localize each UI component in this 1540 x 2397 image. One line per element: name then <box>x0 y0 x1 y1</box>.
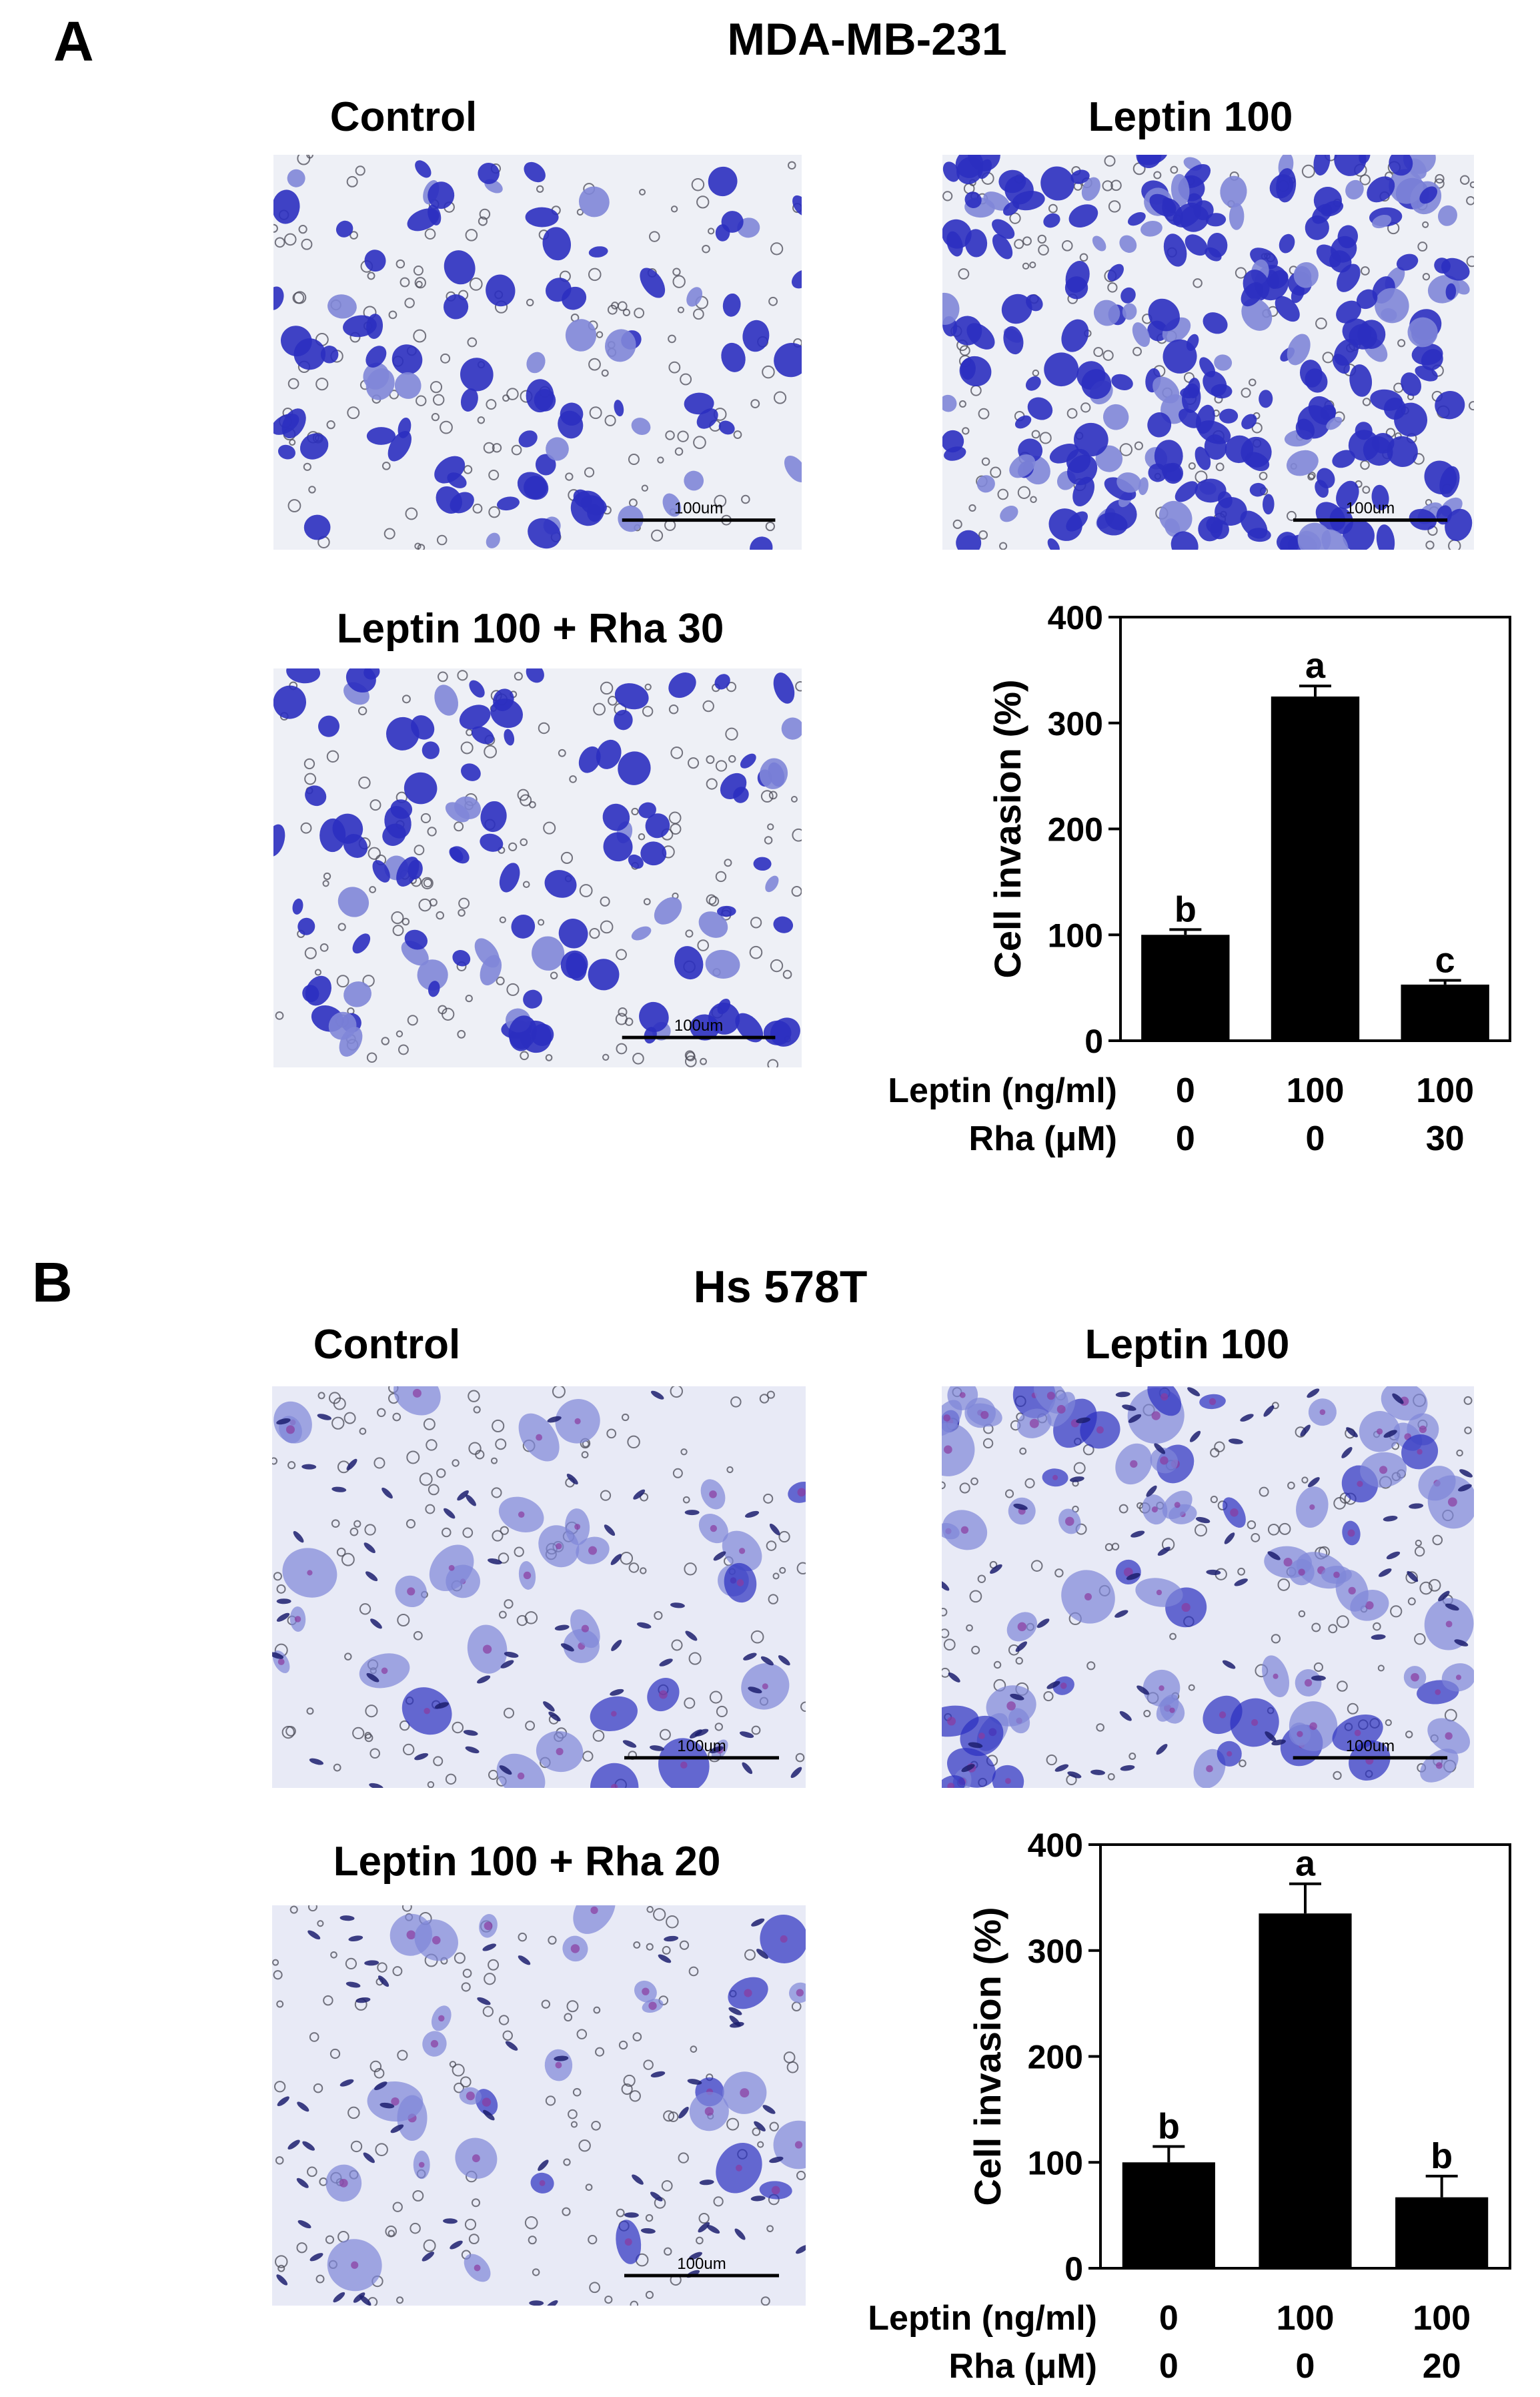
y-tick-label: 100 <box>1048 917 1103 954</box>
scale-bar-label: 100um <box>674 1017 723 1035</box>
significance-letter: a <box>1295 1844 1316 1884</box>
condition-value: 0 <box>1296 2347 1315 2386</box>
y-tick-label: 200 <box>1048 811 1103 849</box>
condition-value: 0 <box>1159 2347 1179 2386</box>
scale-bar-label: 100um <box>674 500 723 518</box>
panel-b-control-micrograph: 100um <box>272 1386 806 1788</box>
condition-value: 20 <box>1423 2347 1461 2386</box>
y-tick-label: 0 <box>1064 2250 1083 2288</box>
panel-b-rha-micrograph: 100um <box>272 1905 806 2306</box>
scale-bar-label: 100um <box>1346 500 1395 518</box>
significance-letter: a <box>1305 646 1326 686</box>
panel-a-leptin-title: Leptin 100 <box>1088 94 1293 140</box>
panel-a-rha-micrograph: 100um <box>273 668 802 1067</box>
condition-row-label: Rha (μM) <box>969 1119 1117 1158</box>
significance-letter: b <box>1158 2106 1180 2146</box>
micrograph-canvas: 100um <box>273 155 802 550</box>
bar <box>1141 935 1230 1041</box>
y-tick-label: 100 <box>1028 2144 1083 2182</box>
panel-a-control-title: Control <box>329 94 478 140</box>
micrograph-canvas: 100um <box>942 1386 1474 1788</box>
bar <box>1401 984 1489 1041</box>
bar <box>1122 2162 1215 2268</box>
micrograph-canvas: 100um <box>272 1386 806 1788</box>
condition-value: 100 <box>1277 2299 1335 2338</box>
panel-a-control-micrograph: 100um <box>273 155 802 550</box>
micrograph-canvas: 100um <box>273 668 802 1067</box>
bar <box>1271 696 1360 1041</box>
panel-b-control-title: Control <box>313 1322 461 1368</box>
y-tick-label: 400 <box>1048 599 1103 636</box>
panel-a-letter: A <box>53 10 94 73</box>
panel-a-leptin-micrograph: 100um <box>942 155 1474 550</box>
panel-b-leptin-micrograph: 100um <box>942 1386 1474 1788</box>
condition-value: 0 <box>1176 1119 1195 1158</box>
y-tick-label: 300 <box>1048 705 1103 743</box>
y-tick-label: 400 <box>1028 1827 1083 1864</box>
significance-letter: c <box>1435 941 1455 981</box>
scale-bar-label: 100um <box>677 1737 726 1755</box>
bar <box>1259 1913 1352 2268</box>
condition-value: 100 <box>1413 2299 1471 2338</box>
y-axis-label: Cell invasion (%) <box>966 1907 1008 2206</box>
condition-value: 100 <box>1287 1071 1345 1110</box>
condition-row-label: Rha (μM) <box>949 2347 1097 2386</box>
significance-letter: b <box>1431 2136 1453 2176</box>
y-axis-label: Cell invasion (%) <box>986 679 1028 978</box>
panel-b-rha-title: Leptin 100 + Rha 20 <box>333 1839 721 1885</box>
bar <box>1395 2197 1489 2268</box>
panel-a-invasion-chart: 0 100 200 300 400 Cell invasion (%) b a c Leptin … <box>834 587 1540 1174</box>
panel-b-title: Hs 578T <box>693 1262 868 1312</box>
condition-value: 0 <box>1176 1071 1195 1110</box>
panel-b-invasion-chart: 0 100 200 300 400 Cell invasion (%) b a b Leptin … <box>814 1815 1540 2397</box>
scale-bar-label: 100um <box>1346 1737 1395 1755</box>
condition-row-label: Leptin (ng/ml) <box>888 1071 1117 1110</box>
y-tick-label: 300 <box>1028 1933 1083 1970</box>
y-tick-label: 0 <box>1084 1023 1103 1060</box>
panel-a-title: MDA-MB-231 <box>727 14 1007 65</box>
micrograph-canvas: 100um <box>272 1905 806 2306</box>
scale-bar-label: 100um <box>677 2255 726 2273</box>
significance-letter: b <box>1175 889 1197 929</box>
panel-b-letter: B <box>32 1251 73 1314</box>
y-tick-label: 200 <box>1028 2039 1083 2076</box>
panel-a-rha-title: Leptin 100 + Rha 30 <box>336 606 724 652</box>
condition-value: 0 <box>1306 1119 1325 1158</box>
condition-value: 100 <box>1416 1071 1474 1110</box>
panel-b-leptin-title: Leptin 100 <box>1084 1322 1290 1368</box>
condition-value: 0 <box>1159 2299 1179 2338</box>
condition-row-label: Leptin (ng/ml) <box>868 2299 1097 2338</box>
condition-value: 30 <box>1426 1119 1465 1158</box>
micrograph-canvas: 100um <box>942 155 1474 550</box>
